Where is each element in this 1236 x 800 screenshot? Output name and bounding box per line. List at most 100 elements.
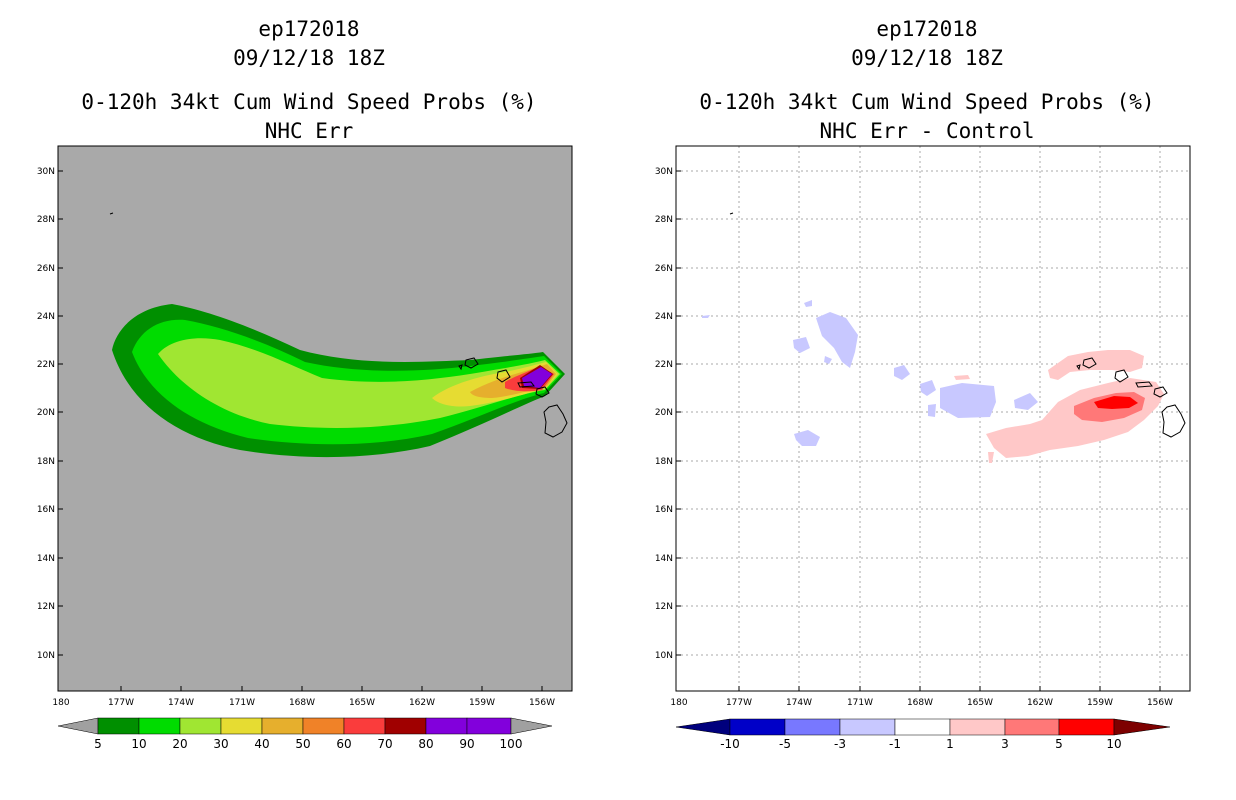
lat-label: 12N: [655, 602, 673, 612]
subtitle: NHC Err: [264, 119, 354, 143]
lat-label: 30N: [655, 167, 673, 177]
small-islet: [109, 212, 114, 215]
product-title: 0-120h 34kt Cum Wind Speed Probs (%): [699, 90, 1155, 114]
colorbar-bin: [179, 717, 222, 735]
subtitle: NHC Err - Control: [819, 119, 1035, 143]
lon-label: 171W: [847, 698, 873, 708]
lon-label: 168W: [907, 698, 933, 708]
probability-contours: [112, 304, 565, 458]
colorbar-label: 40: [254, 737, 269, 751]
colorbar-bin: [343, 717, 386, 735]
kauai: [464, 357, 479, 369]
colorbar-label: 80: [418, 737, 433, 751]
lon-label: 159W: [469, 698, 495, 708]
lon-label: 156W: [1147, 698, 1173, 708]
lon-label: 180: [52, 698, 69, 708]
molokai-lanai: [517, 381, 535, 388]
colorbar-label: -5: [779, 737, 791, 751]
lat-label: 18N: [37, 457, 55, 467]
difference-colorbar: -10 -5 -3 -1 1 3 5 10: [675, 718, 1171, 751]
colorbar-label: 5: [94, 737, 102, 751]
kauai: [1082, 357, 1097, 369]
lon-label: 156W: [529, 698, 555, 708]
lat-label: 30N: [37, 167, 55, 177]
negative-patch: [894, 365, 910, 380]
negative-patch: [794, 430, 820, 446]
lat-label: 26N: [37, 264, 55, 274]
colorbar-over-arrow: [510, 717, 553, 735]
lat-label: 16N: [655, 505, 673, 515]
colorbar-label: 90: [459, 737, 474, 751]
colorbar-bin: [425, 717, 468, 735]
probability-colorbar: 5 10 20 30 40 50 60 70 80 90 100: [57, 717, 553, 751]
colorbar-bin: [729, 718, 786, 736]
colorbar-bin: [466, 717, 512, 735]
lon-label: 174W: [168, 698, 194, 708]
colorbar-under-arrow: [57, 717, 99, 735]
lat-label: 24N: [37, 312, 55, 322]
map-frame: [57, 145, 573, 692]
molokai-lanai: [1135, 381, 1153, 388]
lon-label: 162W: [409, 698, 435, 708]
positive-patch: [954, 375, 970, 380]
hawaii-big-island: [1161, 404, 1186, 438]
lon-label: 177W: [108, 698, 134, 708]
lon-label: 162W: [1027, 698, 1053, 708]
colorbar-bin: [1058, 718, 1115, 736]
colorbar-bin: [384, 717, 427, 735]
colorbar-label: -3: [834, 737, 846, 751]
product-title: 0-120h 34kt Cum Wind Speed Probs (%): [81, 90, 537, 114]
datetime-title: 09/12/18 18Z: [233, 46, 385, 70]
lon-label: 165W: [967, 698, 993, 708]
lat-label: 28N: [37, 215, 55, 225]
negative-patch: [940, 383, 996, 418]
storm-id-title: ep172018: [258, 17, 360, 41]
colorbar-bin: [784, 718, 841, 736]
colorbar-bin: [949, 718, 1006, 736]
negative-patch: [1014, 393, 1038, 410]
right-panel: ep172018 09/12/18 18Z 0-120h 34kt Cum Wi…: [618, 0, 1236, 800]
colorbar-label: 5: [1055, 737, 1063, 751]
colorbar-label: -10: [720, 737, 740, 751]
lat-label: 22N: [655, 360, 673, 370]
positive-patch: [1094, 396, 1138, 409]
lon-label: 171W: [229, 698, 255, 708]
storm-id-title: ep172018: [876, 17, 978, 41]
colorbar-label: 30: [213, 737, 228, 751]
negative-patch: [702, 315, 710, 318]
colorbar-label: 70: [377, 737, 392, 751]
lat-label: 26N: [655, 264, 673, 274]
negative-patch: [928, 404, 936, 417]
colorbar-label: 50: [295, 737, 310, 751]
colorbar-label: 3: [1001, 737, 1009, 751]
lat-label: 20N: [655, 408, 673, 418]
colorbar-bin: [894, 718, 951, 736]
longitude-axis: 180 177W 174W 171W 168W 165W 162W 159W 1…: [52, 686, 555, 708]
small-islet: [729, 212, 734, 215]
lon-label: 165W: [349, 698, 375, 708]
oahu: [496, 369, 511, 383]
negative-patch: [816, 312, 858, 368]
colorbar-label: 10: [1106, 737, 1121, 751]
oahu: [1114, 369, 1129, 383]
colorbar-label: 20: [172, 737, 187, 751]
negative-patch: [920, 380, 936, 396]
lat-label: 22N: [37, 360, 55, 370]
niihau: [458, 364, 463, 371]
lat-label: 10N: [655, 651, 673, 661]
colorbar-label: 1: [946, 737, 954, 751]
lat-label: 14N: [37, 554, 55, 564]
colorbar-label: 10: [131, 737, 146, 751]
colorbar-label: 60: [336, 737, 351, 751]
left-map-figure: 30N 28N 26N 24N 22N 20N 18N 16N 14N 12N …: [37, 145, 573, 751]
lat-label: 18N: [655, 457, 673, 467]
positive-patch: [1048, 350, 1144, 380]
colorbar-bin: [1004, 718, 1060, 736]
map-frame: [675, 145, 1191, 692]
maui: [535, 386, 550, 398]
coastline-outlines: [109, 212, 568, 438]
niihau: [1076, 364, 1081, 371]
colorbar-bin: [261, 717, 304, 735]
contour-90: [522, 367, 552, 388]
left-panel: ep172018 09/12/18 18Z 0-120h 34kt Cum Wi…: [37, 17, 573, 751]
